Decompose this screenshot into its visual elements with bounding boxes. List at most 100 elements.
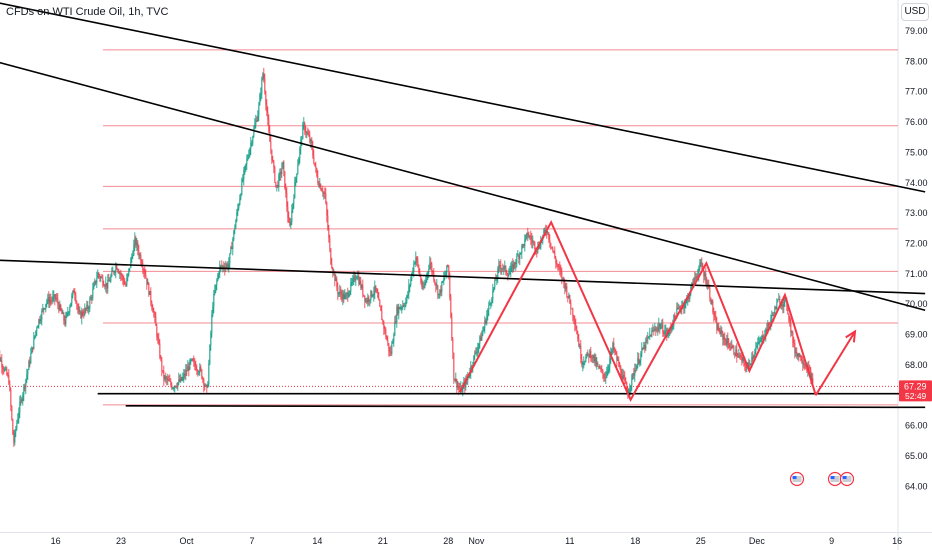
candle-body: [534, 242, 536, 250]
candle-body: [219, 265, 221, 274]
candle-body: [218, 273, 220, 275]
candle-body: [100, 277, 102, 279]
price-tick-label: 64.00: [905, 481, 928, 491]
candle-body: [129, 267, 131, 269]
candle-body: [404, 305, 406, 307]
candle-body: [146, 278, 148, 285]
candle-body: [293, 198, 295, 204]
candle-body: [603, 373, 605, 378]
candle-body: [134, 237, 136, 245]
candle-body: [812, 378, 814, 383]
candle-body: [597, 363, 599, 366]
candle-body: [734, 353, 736, 356]
candle-body: [489, 303, 491, 305]
candle-body: [200, 366, 202, 370]
candle-body: [725, 340, 727, 345]
candle-body: [316, 168, 318, 176]
candle-body: [3, 368, 5, 371]
candle-body: [651, 330, 653, 337]
candle-body: [516, 255, 518, 264]
candle-body: [801, 360, 803, 363]
candle-body: [794, 343, 796, 353]
candle-body: [605, 377, 607, 379]
candle-body: [186, 370, 188, 372]
candle-body: [282, 161, 284, 169]
candle-body: [753, 354, 755, 358]
candle-body: [422, 286, 424, 288]
candle-body: [517, 255, 519, 257]
candle-body: [712, 301, 714, 312]
candle-body: [638, 358, 640, 364]
candle-body: [650, 334, 652, 337]
candle-body: [223, 265, 225, 269]
candle-body: [14, 431, 16, 443]
candle-body: [384, 328, 386, 330]
candle-body: [662, 324, 664, 334]
candle-body: [637, 358, 639, 366]
candle-body: [229, 253, 231, 264]
candle-body: [122, 275, 124, 280]
candle-body: [10, 390, 12, 407]
candle-body: [158, 338, 160, 344]
candle-body: [486, 315, 488, 324]
candle-body: [117, 269, 119, 272]
candle-body: [292, 203, 294, 211]
candle-body: [664, 331, 666, 335]
candle-body: [86, 304, 88, 309]
candle-body: [428, 268, 430, 272]
candle-body: [119, 273, 121, 275]
candle-body: [484, 320, 486, 328]
candle-body: [505, 265, 507, 273]
candle-body: [62, 312, 64, 315]
countdown-timer: 52:49: [905, 391, 927, 401]
candle-body: [352, 278, 354, 283]
candle-body: [180, 377, 182, 382]
candle-body: [211, 315, 213, 334]
candle-body: [787, 306, 789, 314]
candle-body: [666, 329, 668, 335]
candle-body: [167, 379, 169, 381]
candle-body: [258, 105, 260, 115]
candle-body: [294, 182, 296, 199]
candle-body: [27, 369, 29, 375]
candle-body: [765, 328, 767, 336]
candle-body: [141, 262, 143, 266]
candle-body: [7, 374, 9, 376]
candle-body: [69, 307, 71, 313]
candle-body: [93, 284, 95, 289]
candle-body: [248, 155, 250, 158]
candle-body: [703, 270, 705, 277]
candle-body: [45, 303, 47, 309]
candle-body: [57, 299, 59, 305]
candle-body: [762, 335, 764, 341]
candle-body: [391, 343, 393, 354]
candle-body: [495, 279, 497, 281]
currency-button[interactable]: USD: [901, 3, 929, 21]
candle-body: [431, 264, 433, 272]
candle-body: [578, 338, 580, 347]
candle-body: [114, 271, 116, 273]
price-tick-label: 71.00: [905, 269, 928, 279]
candle-body: [201, 369, 203, 379]
candle-body: [177, 382, 179, 387]
candle-body: [98, 273, 100, 276]
candle-body: [198, 372, 200, 374]
candle-body: [645, 339, 647, 349]
candle-body: [775, 307, 777, 310]
candle-body: [592, 354, 594, 358]
candle-body: [746, 366, 748, 369]
candle-body: [407, 293, 409, 296]
candle-body: [341, 294, 343, 300]
candle-body: [429, 262, 431, 269]
candle-body: [609, 358, 611, 367]
candle-body: [71, 295, 73, 303]
candle-body: [619, 366, 621, 368]
candle-body: [497, 268, 499, 278]
candle-body: [238, 204, 240, 209]
candle-body: [34, 335, 36, 338]
candle-body: [434, 280, 436, 284]
candle-body: [368, 297, 370, 301]
candle-body: [94, 280, 96, 285]
candle-body: [56, 298, 58, 300]
